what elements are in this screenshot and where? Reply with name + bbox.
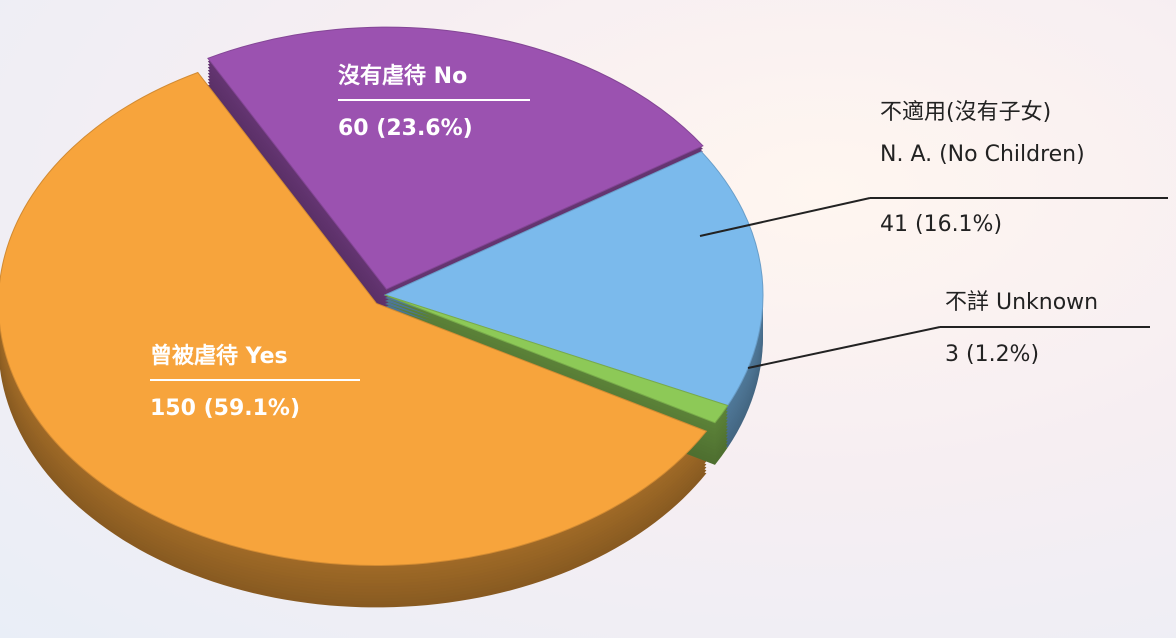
slice-label: 不適用(沒有子女) N. A. (No Children) — [880, 92, 1085, 176]
value-label: 41 (16.1%) — [880, 204, 1002, 246]
value-label: 3 (1.2%) — [945, 334, 1039, 376]
value-label: 60 (23.6%) — [338, 108, 473, 150]
slice-label: 不詳 Unknown — [945, 282, 1098, 324]
slice-label: 沒有虐待 No — [338, 56, 467, 98]
page: 曾被虐待 Yes 150 (59.1%) 沒有虐待 No 60 (23.6%) … — [0, 0, 1176, 638]
leader-line — [748, 327, 940, 368]
slice-label: 曾被虐待 Yes — [150, 336, 288, 378]
value-label: 150 (59.1%) — [150, 388, 300, 430]
